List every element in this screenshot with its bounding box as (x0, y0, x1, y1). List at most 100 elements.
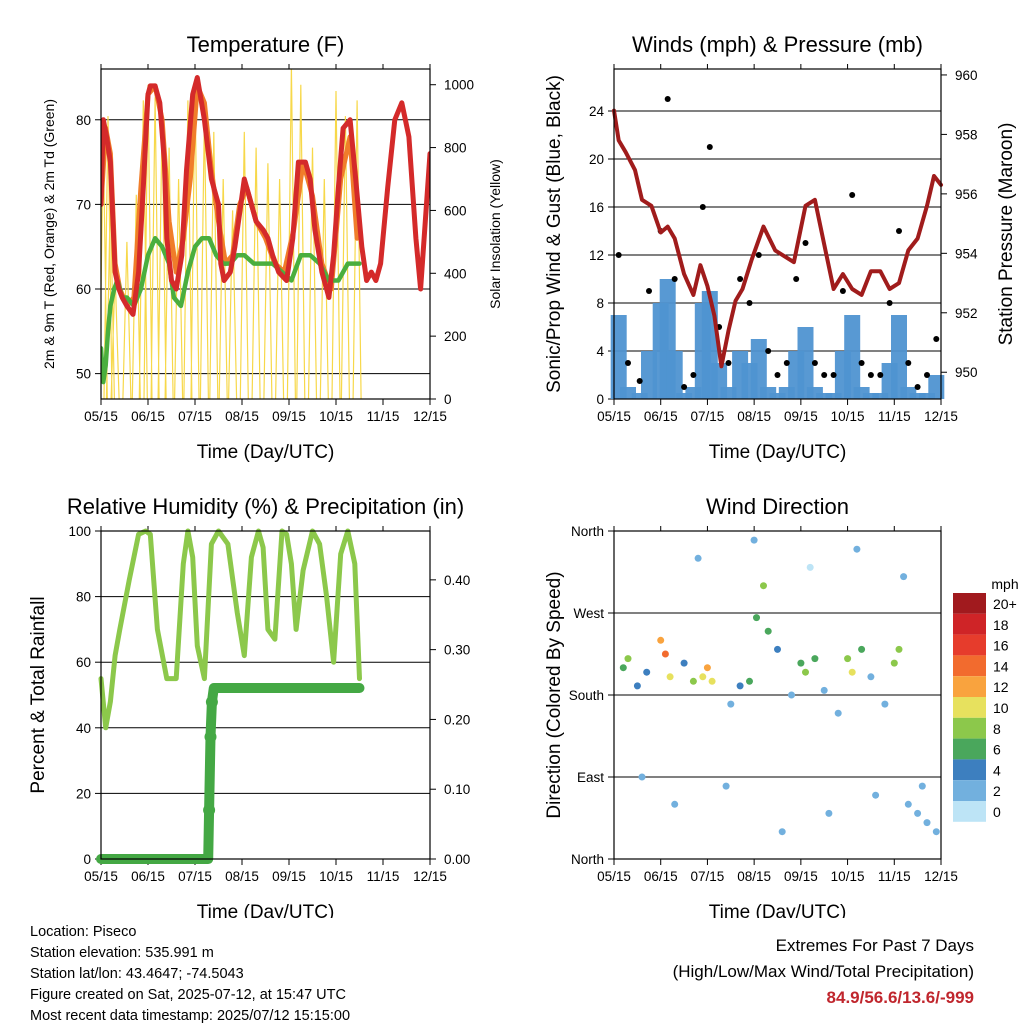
precip-point (205, 696, 218, 708)
direction-point (699, 673, 707, 681)
legend-label: 10 (993, 700, 1009, 716)
y-tick-label: South (569, 688, 604, 703)
wind-bar (631, 393, 648, 399)
latlon-text: Station lat/lon: 43.4647; -74.5043 (30, 966, 244, 982)
chart-4: Wind Direction North East South West North 05/… (544, 494, 1019, 918)
direction-point (872, 791, 880, 799)
gust-point (886, 300, 893, 306)
x-tick-label: 05/15 (597, 409, 631, 424)
legend-label: 4 (993, 762, 1001, 778)
direction-point (895, 645, 903, 653)
y2-tick-label: 800 (444, 141, 467, 156)
y-tick-label: 50 (76, 367, 91, 382)
plot-frame (613, 530, 942, 860)
direction-point (844, 655, 852, 663)
direction-point (736, 682, 744, 690)
gust-point (774, 372, 781, 378)
y2-tick-label: 954 (955, 246, 978, 261)
gust-point (681, 384, 688, 390)
gust-point (664, 96, 671, 102)
gust-point (849, 192, 856, 198)
x-tick-label: 08/15 (225, 869, 259, 884)
y-tick-label: North (571, 852, 604, 867)
gust-point (811, 360, 818, 366)
y-tick-label: 20 (76, 786, 91, 801)
direction-point (657, 636, 665, 644)
wind-bar (676, 393, 693, 399)
y2-tick-label: 600 (444, 203, 467, 218)
direction-point (806, 563, 814, 571)
wind-bar (769, 393, 786, 399)
y-tick-label: 40 (76, 721, 91, 736)
x-tick-label: 11/15 (367, 869, 400, 884)
direction-point (811, 655, 819, 663)
direction-point (753, 614, 760, 622)
humidity-series (96, 528, 365, 864)
y2-tick-label: 400 (444, 266, 467, 281)
speed-legend: mph 20+ 18 16 14 12 10 8 6 4 2 0 (953, 576, 1019, 822)
legend-label: 0 (993, 804, 1001, 820)
y-tick-label: 100 (68, 524, 91, 539)
y2-axis-label: Solar Insolation (Yellow) (487, 159, 503, 309)
legend-swatch (953, 759, 986, 781)
x-tick-label: 05/15 (84, 409, 118, 424)
precip-point (203, 804, 216, 817)
direction-point (914, 809, 922, 817)
gust-point (706, 144, 713, 150)
chart-title: Relative Humidity (%) & Precipitation (i… (67, 494, 464, 519)
gust-point (636, 378, 643, 384)
y2-tick-label: 958 (955, 127, 978, 142)
x-tick-label: 09/15 (784, 869, 818, 884)
direction-point (904, 800, 912, 808)
legend-swatch (953, 676, 986, 697)
direction-point (900, 573, 908, 581)
direction-point (825, 809, 833, 817)
legend-label: 20+ (993, 596, 1017, 612)
direction-point (624, 655, 632, 663)
direction-point (774, 645, 781, 653)
y-tick-label: 20 (589, 152, 604, 167)
direction-point (778, 828, 786, 836)
y2-tick-label: 0.20 (444, 712, 470, 727)
x-tick-label: 10/15 (319, 409, 353, 424)
x-tick-label: 07/15 (178, 869, 212, 884)
gust-point (646, 288, 652, 294)
direction-point (689, 677, 697, 685)
direction-point (661, 650, 669, 658)
direction-point (764, 627, 772, 635)
direction-point (788, 691, 795, 699)
legend-title: mph (991, 576, 1018, 592)
figure: Temperature (F)5060708002004006008001000… (28, 32, 1019, 918)
y-tick-label: 60 (76, 282, 91, 297)
legend-label: 2 (993, 783, 1001, 799)
x-tick-label: 07/15 (691, 409, 725, 424)
wind-bar (610, 315, 627, 399)
gust-point (924, 372, 930, 378)
x-tick-label: 06/15 (644, 409, 678, 424)
direction-point (858, 645, 866, 653)
gust-point (765, 348, 772, 354)
plot-frame (100, 68, 431, 400)
legend-label: 18 (993, 617, 1009, 633)
chart-1: Temperature (F)5060708002004006008001000… (41, 32, 503, 463)
x-tick-label: 12/15 (924, 409, 958, 424)
direction-point (760, 582, 767, 590)
legend-swatch (953, 655, 986, 677)
y-tick-label: 0 (83, 852, 91, 867)
direction-point (923, 819, 931, 827)
x-tick-label: 09/15 (272, 409, 306, 424)
wind-bar (919, 393, 935, 399)
y-tick-label: West (573, 606, 604, 621)
legend-label: 6 (993, 742, 1001, 758)
direction-point (680, 659, 688, 667)
x-tick-label: 10/15 (319, 869, 353, 884)
elevation-text: Station elevation: 535.991 m (30, 945, 214, 961)
x-tick-label: 09/15 (272, 869, 306, 884)
direction-point (834, 709, 842, 717)
direction-point (867, 673, 875, 681)
direction-point (708, 677, 716, 685)
y2-tick-label: 952 (955, 306, 978, 321)
y-axis-label: Sonic/Prop Wind & Gust (Blue, Black) (544, 75, 565, 393)
x-tick-label: 08/15 (737, 869, 771, 884)
x-tick-label: 11/15 (367, 409, 400, 424)
